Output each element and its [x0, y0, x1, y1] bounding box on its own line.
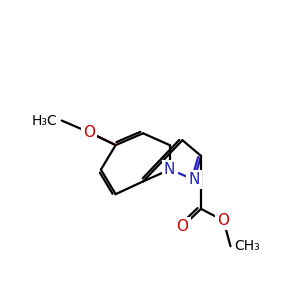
Text: N: N [188, 172, 200, 187]
Text: O: O [83, 125, 95, 140]
Text: CH₃: CH₃ [234, 239, 260, 253]
Text: N: N [164, 162, 175, 177]
Text: O: O [218, 213, 230, 228]
Text: O: O [176, 219, 188, 234]
Text: H₃C: H₃C [32, 114, 58, 128]
